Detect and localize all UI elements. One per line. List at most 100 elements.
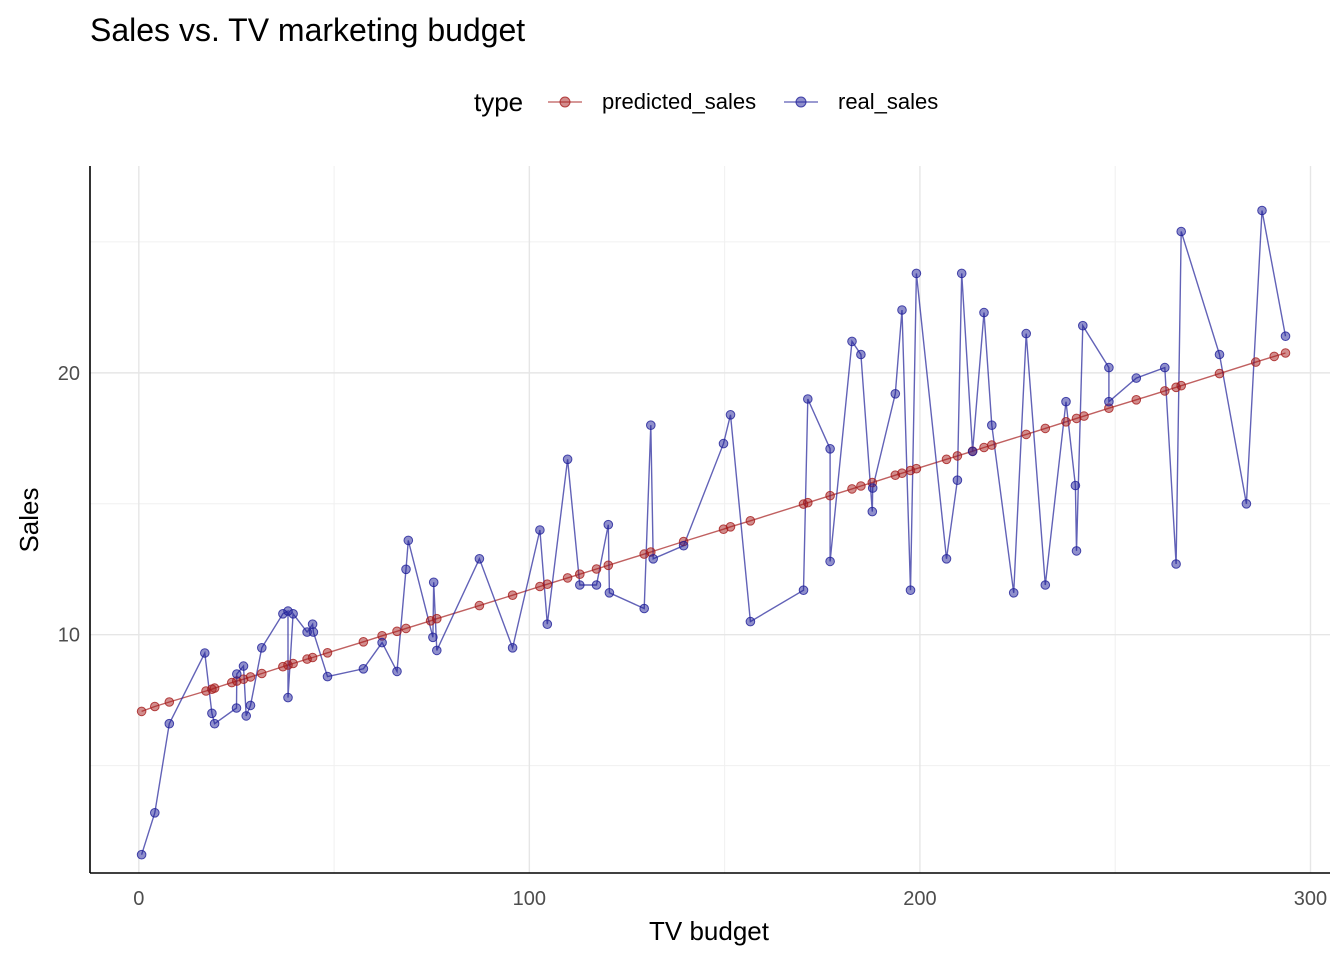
point-predicted-sales [1269, 351, 1279, 362]
x-axis-title: TV budget [649, 916, 770, 946]
point-real-sales [979, 307, 989, 318]
point-predicted-sales [987, 440, 997, 450]
series-lines [140, 210, 1287, 855]
point-real-sales [648, 554, 659, 564]
point-predicted-sales [856, 481, 866, 491]
point-predicted-sales [1160, 386, 1170, 396]
legend-label-real-sales: real_sales [838, 89, 939, 114]
point-predicted-sales [245, 672, 256, 682]
point-real-sales [257, 643, 267, 653]
series-points [136, 205, 1291, 860]
point-real-sales [911, 268, 922, 279]
point-real-sales [856, 349, 866, 360]
point-predicted-sales [164, 697, 175, 707]
point-real-sales [725, 410, 736, 420]
point-real-sales [603, 519, 614, 530]
point-real-sales [941, 554, 952, 564]
point-predicted-sales [847, 484, 857, 494]
point-real-sales [575, 580, 585, 590]
point-predicted-sales [725, 522, 736, 532]
point-real-sales [507, 643, 518, 653]
point-predicted-sales [150, 701, 160, 712]
point-real-sales [288, 609, 298, 619]
point-real-sales [535, 525, 545, 535]
point-real-sales [803, 394, 813, 404]
point-real-sales [307, 619, 318, 630]
point-real-sales [987, 420, 997, 431]
point-real-sales [847, 336, 857, 347]
point-real-sales [890, 389, 901, 399]
point-predicted-sales [1214, 368, 1225, 379]
grid [90, 166, 1330, 873]
point-real-sales [905, 585, 916, 596]
point-real-sales [798, 585, 809, 596]
point-real-sales [392, 666, 402, 677]
point-real-sales [1280, 331, 1291, 342]
x-tick-label: 300 [1294, 888, 1327, 910]
tick-labels: 0 100 200 300 10 20 [58, 363, 1327, 910]
x-tick-label: 0 [133, 888, 144, 910]
point-real-sales [825, 556, 835, 567]
point-real-sales [358, 664, 369, 674]
y-tick-label: 10 [58, 625, 80, 647]
point-real-sales [562, 454, 573, 465]
point-real-sales [245, 700, 256, 711]
point-predicted-sales [1079, 411, 1089, 421]
point-predicted-sales [401, 623, 411, 634]
point-real-sales [401, 564, 411, 575]
point-predicted-sales [1040, 423, 1051, 434]
legend-key-real-sales [784, 96, 818, 108]
point-predicted-sales [542, 579, 553, 590]
point-real-sales [867, 506, 878, 517]
point-predicted-sales [575, 569, 585, 580]
point-real-sales [428, 577, 439, 588]
point-real-sales [542, 619, 553, 630]
y-axis-title: Sales [14, 487, 44, 552]
point-real-sales [432, 645, 442, 656]
x-tick-label: 100 [513, 888, 546, 910]
point-predicted-sales [1280, 348, 1291, 358]
point-real-sales [238, 661, 249, 671]
point-real-sales [745, 616, 756, 627]
point-predicted-sales [897, 468, 907, 479]
point-real-sales [136, 849, 147, 860]
point-real-sales [1008, 588, 1019, 598]
point-real-sales [1040, 580, 1051, 590]
point-real-sales [867, 483, 878, 493]
point-real-sales [897, 305, 907, 315]
point-real-sales [825, 444, 835, 454]
point-predicted-sales [432, 613, 442, 624]
point-predicted-sales [136, 706, 147, 717]
point-real-sales [207, 708, 217, 719]
point-predicted-sales [1131, 395, 1142, 405]
point-predicted-sales [1251, 357, 1261, 367]
legend-label-predicted-sales: predicted_sales [602, 89, 757, 114]
point-real-sales [1214, 349, 1225, 360]
axes [89, 166, 1330, 874]
point-real-sales [678, 540, 689, 551]
point-real-sales [209, 718, 220, 729]
point-real-sales [232, 669, 242, 679]
point-predicted-sales [825, 490, 835, 501]
legend-key-predicted-sales [548, 96, 582, 108]
point-predicted-sales [1176, 380, 1186, 391]
y-tick-label: 20 [58, 363, 80, 385]
point-predicted-sales [591, 564, 602, 574]
point-real-sales [200, 648, 210, 658]
point-real-sales [1104, 362, 1114, 373]
point-real-sales [604, 588, 615, 598]
point-predicted-sales [911, 463, 922, 474]
point-real-sales [1131, 373, 1142, 383]
point-real-sales [150, 808, 160, 818]
point-predicted-sales [392, 626, 402, 637]
point-predicted-sales [979, 442, 989, 453]
point-predicted-sales [952, 451, 963, 461]
point-real-sales [956, 268, 967, 279]
x-tick-label: 200 [903, 888, 936, 910]
point-real-sales [474, 554, 485, 564]
point-real-sales [1061, 396, 1071, 407]
point-predicted-sales [562, 573, 573, 583]
point-real-sales [591, 580, 602, 590]
point-real-sales [952, 475, 963, 486]
point-real-sales [967, 446, 978, 457]
